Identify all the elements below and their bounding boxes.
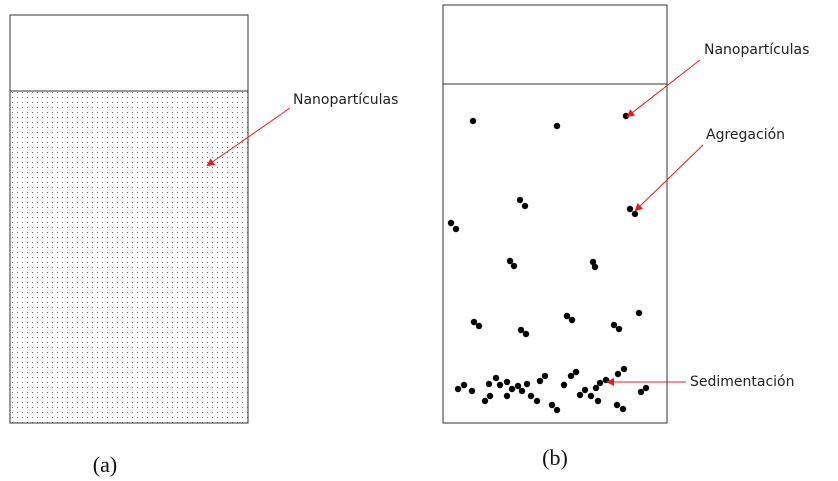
arrow (206, 107, 291, 167)
particle (447, 219, 455, 227)
particle (508, 385, 516, 393)
particle (591, 263, 599, 271)
particle (619, 405, 627, 413)
particle (521, 202, 529, 210)
particle (610, 321, 618, 329)
arrow (626, 59, 701, 118)
particle (563, 312, 571, 320)
particle (496, 381, 504, 389)
particle (503, 392, 511, 400)
particle (510, 262, 518, 270)
particle (514, 382, 522, 390)
particle (548, 401, 556, 409)
particle (614, 370, 622, 378)
particle (452, 225, 460, 233)
particle (631, 210, 639, 218)
particle (475, 322, 483, 330)
particle (560, 381, 568, 389)
particle (470, 318, 478, 326)
particle (527, 392, 535, 400)
label: Sedimentación (690, 374, 795, 390)
particle (523, 380, 531, 388)
particle (533, 397, 541, 405)
particle (596, 379, 604, 387)
particle (503, 378, 511, 386)
particle (587, 392, 595, 400)
particle (592, 384, 600, 392)
particle (492, 374, 500, 382)
label: Nanopartículas (293, 92, 398, 108)
particle (460, 381, 468, 389)
particle (594, 397, 602, 405)
particle (553, 406, 561, 414)
particle (469, 117, 477, 125)
container-b (442, 4, 668, 424)
arrow (634, 144, 704, 212)
particle (615, 325, 623, 333)
caption: (a) (93, 452, 117, 477)
particle (589, 258, 597, 266)
label: Nanopartículas (704, 42, 809, 58)
particle (635, 309, 643, 317)
particle (506, 257, 514, 265)
particle (485, 380, 493, 388)
container-a (9, 14, 249, 424)
particle (568, 316, 576, 324)
particle (613, 401, 621, 409)
particle (626, 205, 634, 213)
particle (522, 330, 530, 338)
particle (518, 387, 526, 395)
label: Agregación (706, 127, 785, 143)
particle (576, 391, 584, 399)
particle (454, 385, 462, 393)
particle (620, 365, 628, 373)
dispersion (10, 91, 248, 423)
particle (637, 388, 645, 396)
particle (536, 377, 544, 385)
particle (567, 372, 575, 380)
particles (447, 112, 650, 414)
particle (481, 397, 489, 405)
particle (642, 384, 650, 392)
particle (468, 387, 476, 395)
particle (516, 196, 524, 204)
particle (541, 372, 549, 380)
particle (553, 122, 561, 130)
particle (572, 368, 580, 376)
particle (581, 386, 589, 394)
particle (486, 392, 494, 400)
caption: (b) (542, 445, 568, 470)
particle (517, 326, 525, 334)
